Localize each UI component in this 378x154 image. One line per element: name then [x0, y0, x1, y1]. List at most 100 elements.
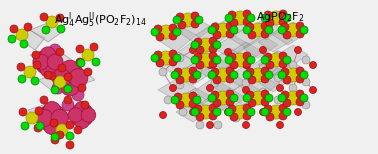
Circle shape: [243, 71, 251, 79]
Circle shape: [281, 91, 289, 99]
Circle shape: [189, 47, 197, 53]
Circle shape: [242, 54, 250, 62]
Circle shape: [90, 43, 98, 51]
Circle shape: [47, 54, 63, 70]
Circle shape: [199, 105, 213, 119]
Circle shape: [18, 75, 26, 83]
Polygon shape: [193, 95, 230, 118]
Circle shape: [194, 66, 202, 74]
Circle shape: [40, 13, 48, 21]
Circle shape: [179, 68, 193, 82]
Circle shape: [269, 53, 283, 67]
Circle shape: [243, 104, 251, 112]
Circle shape: [251, 23, 265, 37]
Circle shape: [232, 114, 240, 122]
Circle shape: [286, 91, 300, 105]
Circle shape: [211, 54, 219, 62]
Circle shape: [226, 91, 234, 99]
Circle shape: [286, 23, 300, 37]
Circle shape: [40, 96, 48, 104]
Circle shape: [154, 25, 162, 33]
Circle shape: [289, 61, 297, 69]
Circle shape: [47, 51, 59, 63]
Circle shape: [261, 67, 269, 75]
Circle shape: [189, 67, 197, 75]
Circle shape: [17, 63, 25, 71]
Circle shape: [247, 108, 255, 116]
Polygon shape: [44, 110, 82, 132]
Circle shape: [189, 75, 197, 83]
Polygon shape: [158, 78, 196, 100]
Circle shape: [265, 94, 273, 102]
Circle shape: [251, 91, 265, 105]
Circle shape: [233, 11, 247, 25]
Circle shape: [248, 31, 256, 39]
Circle shape: [151, 54, 159, 62]
Circle shape: [213, 56, 221, 64]
Circle shape: [310, 61, 316, 69]
Circle shape: [208, 26, 216, 34]
Circle shape: [194, 105, 202, 113]
Polygon shape: [243, 75, 278, 98]
Circle shape: [243, 60, 251, 68]
Circle shape: [278, 26, 286, 34]
Circle shape: [209, 60, 217, 68]
Circle shape: [296, 67, 304, 75]
Polygon shape: [176, 100, 213, 122]
Circle shape: [281, 23, 289, 31]
Circle shape: [81, 105, 92, 116]
Circle shape: [230, 94, 238, 102]
Circle shape: [43, 117, 60, 134]
Circle shape: [228, 53, 236, 61]
Circle shape: [230, 71, 238, 79]
Polygon shape: [28, 102, 68, 123]
Circle shape: [261, 108, 269, 116]
Circle shape: [225, 14, 233, 22]
Circle shape: [176, 13, 184, 21]
Circle shape: [57, 65, 71, 79]
Circle shape: [40, 106, 64, 130]
Circle shape: [43, 101, 60, 119]
Circle shape: [52, 82, 64, 94]
Text: $\mathrm{Ag^I_4Ag^{II}_5(PO_2F_2)_{14}}$: $\mathrm{Ag^I_4Ag^{II}_5(PO_2F_2)_{14}}$: [54, 10, 146, 30]
Circle shape: [169, 32, 177, 40]
Circle shape: [48, 72, 56, 80]
Circle shape: [226, 90, 234, 98]
Circle shape: [169, 24, 177, 32]
Circle shape: [40, 61, 56, 77]
Circle shape: [24, 66, 36, 78]
Polygon shape: [178, 38, 216, 62]
Circle shape: [283, 108, 291, 116]
Circle shape: [56, 131, 64, 139]
Polygon shape: [273, 45, 308, 68]
Circle shape: [226, 67, 234, 75]
Circle shape: [169, 50, 177, 58]
Circle shape: [64, 85, 72, 93]
Circle shape: [269, 105, 283, 119]
Circle shape: [226, 98, 234, 106]
Circle shape: [196, 61, 204, 69]
Circle shape: [279, 112, 287, 120]
Polygon shape: [243, 35, 278, 58]
Circle shape: [296, 22, 304, 30]
Circle shape: [57, 65, 83, 91]
Circle shape: [208, 71, 216, 79]
Circle shape: [191, 12, 199, 20]
Circle shape: [211, 23, 219, 31]
Circle shape: [173, 16, 181, 24]
Circle shape: [261, 56, 269, 64]
Circle shape: [40, 106, 53, 119]
Circle shape: [296, 98, 304, 106]
Circle shape: [36, 109, 53, 127]
Circle shape: [51, 109, 68, 127]
Circle shape: [260, 109, 266, 116]
Polygon shape: [258, 30, 293, 52]
Circle shape: [296, 30, 304, 38]
Circle shape: [246, 91, 254, 99]
Circle shape: [266, 113, 274, 121]
Circle shape: [159, 51, 173, 65]
Circle shape: [21, 122, 29, 130]
Circle shape: [261, 75, 269, 83]
Circle shape: [225, 56, 233, 64]
Circle shape: [226, 30, 234, 38]
